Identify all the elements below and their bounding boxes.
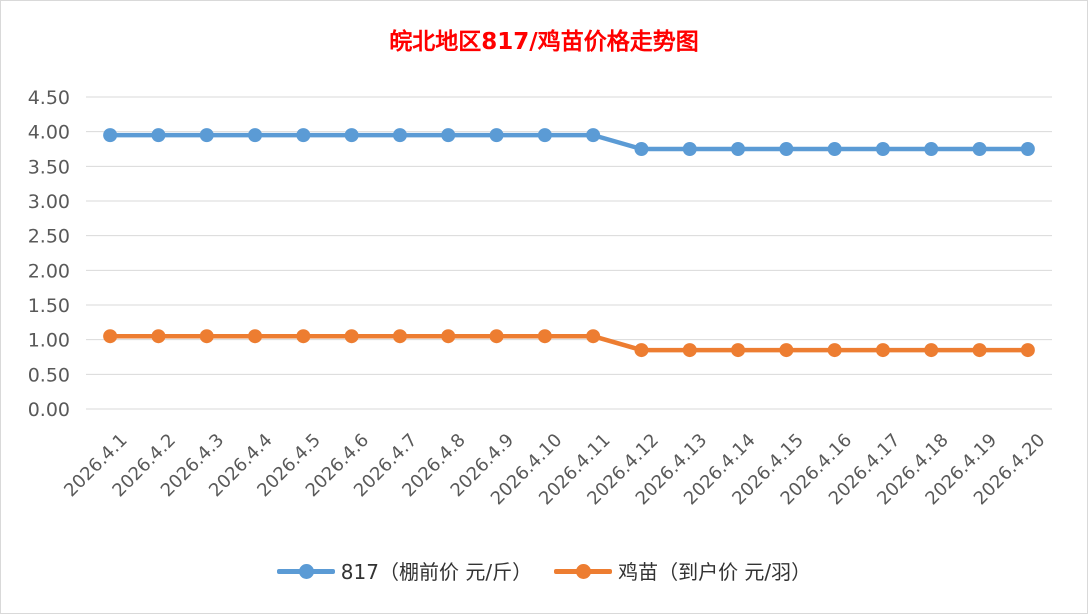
series-1-point (344, 128, 359, 143)
series-2-point (731, 343, 746, 358)
series-1-point (441, 128, 456, 143)
legend-label: 鸡苗（到户价 元/羽） (618, 560, 812, 584)
series-1-point (875, 142, 890, 156)
y-tick-label: 3.00 (28, 191, 70, 213)
series-1-point (924, 142, 939, 156)
chart-title: 皖北地区817/鸡苗价格走势图 (389, 29, 699, 55)
series-2-point (827, 343, 842, 358)
series-1-point (199, 128, 214, 143)
series-2-point (441, 329, 456, 344)
y-tick-label: 1.50 (28, 295, 70, 317)
series-1-point (248, 128, 263, 143)
series-2-point (779, 343, 794, 358)
series-1-point (1020, 142, 1035, 156)
series-2-point (344, 329, 359, 344)
series-1-point (586, 128, 601, 143)
series-1-point (489, 128, 504, 143)
legend-marker-icon (554, 559, 613, 583)
series-2-point (151, 329, 166, 344)
legend-marker-icon (276, 559, 335, 583)
series-2-point (1020, 343, 1035, 358)
y-tick-label: 0.00 (28, 399, 70, 421)
series-1-point (682, 142, 697, 156)
series-2-point (537, 329, 552, 344)
series-1-point (827, 142, 842, 156)
series-2-point (875, 343, 890, 358)
y-tick-label: 1.00 (28, 330, 70, 352)
series-2-point (924, 343, 939, 358)
series-1-point (151, 128, 166, 143)
y-tick-label: 4.00 (28, 122, 70, 144)
series-2-point (586, 329, 601, 344)
series-2-point (972, 343, 987, 358)
y-tick-label: 2.00 (28, 260, 70, 282)
series-2-point (199, 329, 214, 344)
series-2-point (634, 343, 649, 358)
series-line-2 (110, 333, 1028, 353)
legend-item-2: 鸡苗（到户价 元/羽） (554, 556, 811, 585)
series-1-point (537, 128, 552, 143)
series-2-point (392, 329, 407, 344)
series-1-point (634, 142, 649, 156)
series-2-point (248, 329, 263, 344)
series-1-point (731, 142, 746, 156)
y-tick-label: 2.50 (28, 226, 70, 248)
chart-legend: 817（棚前价 元/斤） 鸡苗（到户价 元/羽） (0, 556, 1088, 585)
legend-item-1: 817（棚前价 元/斤） (276, 556, 533, 585)
series-2-point (682, 343, 697, 358)
series-1-point (392, 128, 407, 143)
series-line-1 (110, 132, 1028, 152)
y-tick-label: 4.50 (28, 87, 70, 109)
series-1-point (103, 128, 118, 143)
y-tick-label: 0.50 (28, 364, 70, 386)
series-2-point (296, 329, 311, 344)
series-2-point (489, 329, 504, 344)
series-1-point (779, 142, 794, 156)
legend-label: 817（棚前价 元/斤） (340, 560, 533, 584)
y-tick-label: 3.50 (28, 156, 70, 178)
series-1-point (296, 128, 311, 143)
series-2-point (103, 329, 118, 344)
series-1-point (972, 142, 987, 156)
